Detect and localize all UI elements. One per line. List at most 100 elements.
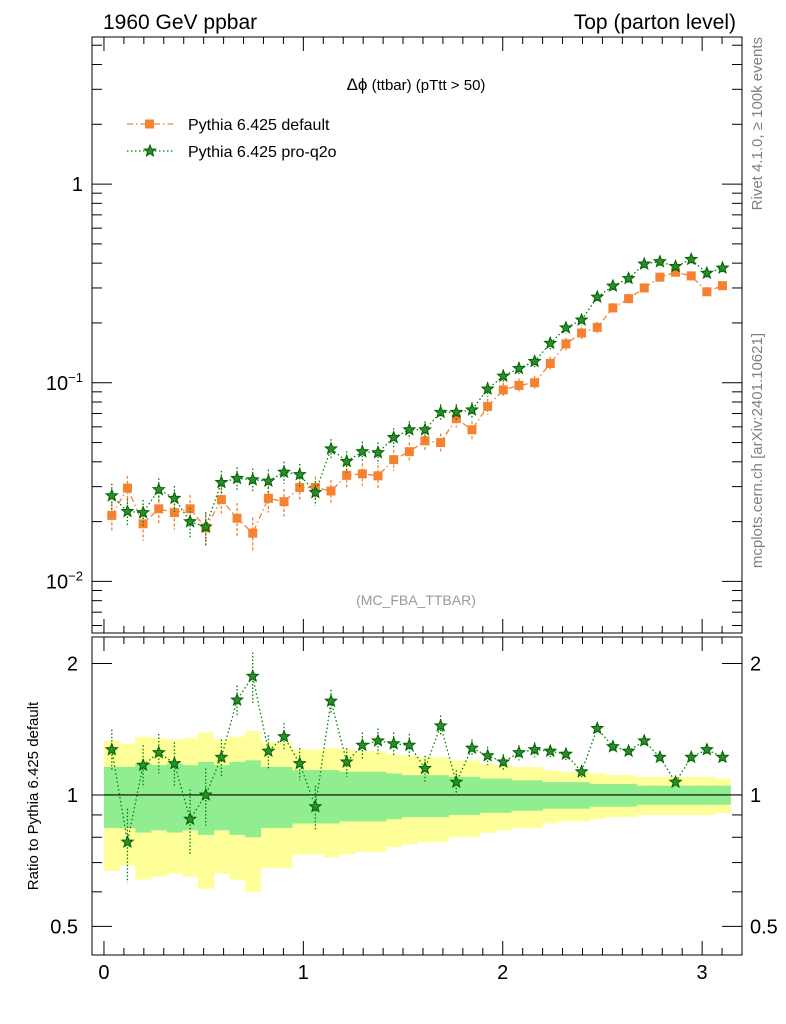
data-point-pro-q2o — [104, 488, 119, 502]
ratio-point — [402, 737, 417, 752]
data-point-pro-q2o — [715, 260, 730, 274]
data-point-default — [498, 385, 508, 395]
data-point-default — [420, 436, 430, 446]
data-point-pro-q2o — [417, 422, 433, 436]
ratio-point — [167, 756, 182, 770]
main-ytick-label: 10−2 — [46, 568, 83, 593]
data-point-pro-q2o — [590, 289, 605, 304]
ratio-ytick-label-right: 0.5 — [750, 916, 778, 938]
data-point-pro-q2o — [151, 482, 166, 496]
legend-entry-default: Pythia 6.425 default — [127, 117, 330, 134]
ratio-band-inner — [417, 775, 434, 818]
data-point-pro-q2o — [386, 430, 401, 444]
data-point-pro-q2o — [136, 505, 151, 519]
data-point-default — [702, 287, 712, 297]
data-point-default — [138, 519, 148, 529]
x-tick-label: 1 — [298, 962, 309, 984]
data-point-pro-q2o — [668, 259, 683, 273]
data-point-pro-q2o — [480, 381, 495, 395]
data-point-pro-q2o — [324, 441, 339, 455]
data-point-pro-q2o — [449, 404, 464, 419]
data-point-pro-q2o — [402, 422, 417, 436]
ratio-point — [136, 757, 151, 772]
data-point-pro-q2o — [464, 402, 479, 416]
ratio-band-inner — [323, 770, 340, 824]
data-point-default — [342, 470, 352, 480]
ratio-point — [590, 721, 605, 735]
ratio-ytick-label-left: 1 — [67, 785, 78, 807]
data-point-default — [122, 483, 132, 493]
ratio-ytick-label-left: 0.5 — [50, 916, 78, 938]
ratio-point — [292, 756, 307, 770]
data-point-default — [107, 510, 117, 520]
data-point-default — [718, 281, 728, 291]
plot-title: Δϕ (ttbar) (pTtt > 50) — [347, 75, 486, 94]
legend-marker-square — [145, 119, 154, 129]
data-point-pro-q2o — [355, 444, 370, 458]
ratio-point — [605, 739, 620, 753]
ratio-point — [511, 745, 526, 759]
ratio-panel: 0.5 0.5 1 1 2 2 Ratio to Pythia 6.425 default — [25, 636, 778, 956]
data-point-pro-q2o — [605, 278, 620, 292]
x-tick-label: 0 — [98, 962, 109, 984]
ratio-band-inner — [526, 780, 543, 811]
ratio-band-inner — [213, 765, 230, 831]
legend-marker-star — [142, 143, 158, 157]
data-point-default — [326, 486, 336, 496]
data-point-default — [389, 455, 399, 465]
legend-entry-pro-q2o: Pythia 6.425 pro-q2o — [127, 143, 337, 161]
ratio-point — [543, 743, 558, 758]
ratio-point — [652, 749, 667, 764]
ratio-band-inner — [495, 778, 512, 813]
data-point-pro-q2o — [637, 256, 652, 270]
data-point-pro-q2o — [198, 519, 213, 533]
data-point-pro-q2o — [543, 335, 558, 350]
data-point-default — [608, 303, 618, 313]
ratio-point — [464, 740, 479, 755]
ratio-point — [370, 733, 386, 747]
data-point-pro-q2o — [277, 464, 292, 479]
data-point-pro-q2o — [621, 271, 636, 285]
header-left-label: 1960 GeV ppbar — [103, 11, 257, 34]
ratio-point — [245, 668, 260, 683]
data-point-default — [436, 438, 446, 448]
ratio-panel-frame — [91, 636, 743, 956]
data-point-default — [216, 495, 226, 505]
ratio-band-inner — [244, 760, 262, 838]
main-ytick-label: 10−1 — [46, 370, 83, 395]
ratio-point — [324, 693, 339, 708]
ratio-band-inner — [464, 776, 481, 815]
ratio-point — [637, 733, 652, 747]
data-point-pro-q2o — [652, 254, 667, 268]
data-point-pro-q2o — [496, 368, 511, 383]
ratio-point — [339, 754, 354, 768]
ratio-point — [715, 749, 730, 764]
ratio-point — [183, 811, 198, 826]
ratio-point — [480, 748, 495, 762]
analysis-tag: (MC_FBA_TTBAR) — [356, 592, 476, 608]
data-point-pro-q2o — [308, 485, 323, 499]
data-point-pro-q2o — [574, 312, 589, 326]
data-point-default — [686, 271, 696, 281]
main-panel-frame — [91, 36, 743, 634]
data-point-default — [592, 322, 602, 332]
ratio-band-inner — [291, 770, 309, 824]
main-panel: 10−2 10−1 1 Δϕ (ttbar) (pTtt > 50) Pythia … — [46, 36, 743, 634]
x-tick-label: 2 — [497, 962, 508, 984]
data-point-default — [154, 504, 164, 514]
ratio-band-inner — [103, 766, 121, 829]
ratio-point — [496, 754, 511, 768]
data-point-default — [514, 380, 524, 390]
data-point-default — [483, 401, 493, 411]
ratio-point — [386, 736, 401, 750]
data-point-default — [671, 267, 681, 277]
data-point-pro-q2o — [511, 361, 526, 375]
ratio-band-inner — [385, 773, 402, 820]
data-point-default — [467, 425, 477, 435]
legend: Pythia 6.425 default Pythia 6.425 pro-q2… — [127, 117, 337, 161]
ratio-band-inner — [370, 771, 387, 822]
legend-label-default: Pythia 6.425 default — [188, 117, 330, 134]
ratio-point — [230, 692, 245, 706]
ratio-band-inner — [197, 761, 215, 835]
